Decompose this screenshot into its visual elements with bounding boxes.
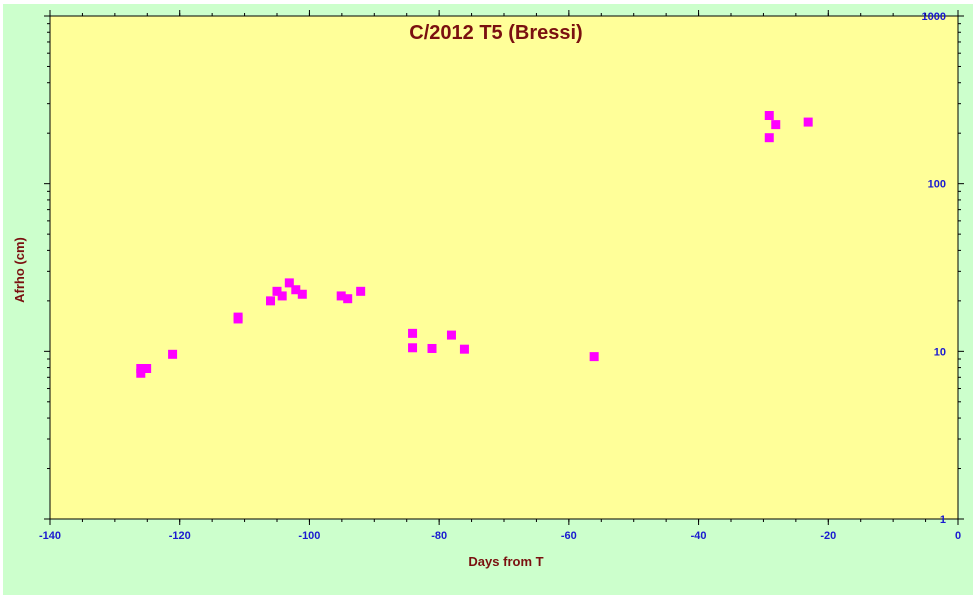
x-tick-labels: -140 -120 -100 -80 -60 -40 -20 0	[39, 530, 961, 542]
data-point	[764, 111, 774, 121]
y-tick-label: 1	[940, 514, 946, 526]
chart-title: C/2012 T5 (Bressi)	[409, 22, 582, 44]
data-point	[277, 291, 287, 301]
data-point	[142, 363, 152, 373]
data-point	[771, 120, 781, 130]
data-point	[297, 289, 307, 299]
data-point	[408, 343, 418, 353]
data-point	[589, 352, 599, 362]
data-point	[291, 285, 301, 295]
data-point	[764, 133, 774, 143]
y-axis-label: Afrho (cm)	[12, 237, 27, 303]
data-point	[408, 328, 418, 338]
x-tick-label: -80	[431, 530, 447, 542]
x-tick-label: 0	[955, 530, 961, 542]
plot-area	[49, 15, 959, 520]
data-point	[136, 368, 146, 378]
y-tick-labels: 1 10 100 1000	[922, 11, 946, 526]
y-tick-label: 100	[928, 179, 946, 191]
data-point	[168, 349, 178, 359]
data-point	[356, 286, 366, 296]
data-point	[336, 291, 346, 301]
data-point	[272, 286, 282, 296]
data-point	[803, 117, 813, 127]
data-point	[343, 294, 353, 304]
data-point	[136, 363, 146, 373]
x-tick-label: -40	[691, 530, 707, 542]
y-tick-label: 10	[934, 346, 946, 358]
data-point	[459, 344, 469, 354]
data-point	[427, 343, 437, 353]
data-points	[136, 111, 813, 378]
y-tick-label: 1000	[922, 11, 946, 23]
x-axis-label: Days from T	[468, 554, 543, 569]
data-point	[446, 330, 456, 340]
x-tick-label: -100	[298, 530, 320, 542]
x-tick-label: -20	[820, 530, 836, 542]
major-ticks	[44, 10, 964, 525]
data-point	[233, 314, 243, 324]
data-point	[266, 296, 276, 306]
x-tick-label: -120	[169, 530, 191, 542]
x-tick-label: -60	[561, 530, 577, 542]
x-tick-label: -140	[39, 530, 61, 542]
data-point	[284, 278, 294, 288]
